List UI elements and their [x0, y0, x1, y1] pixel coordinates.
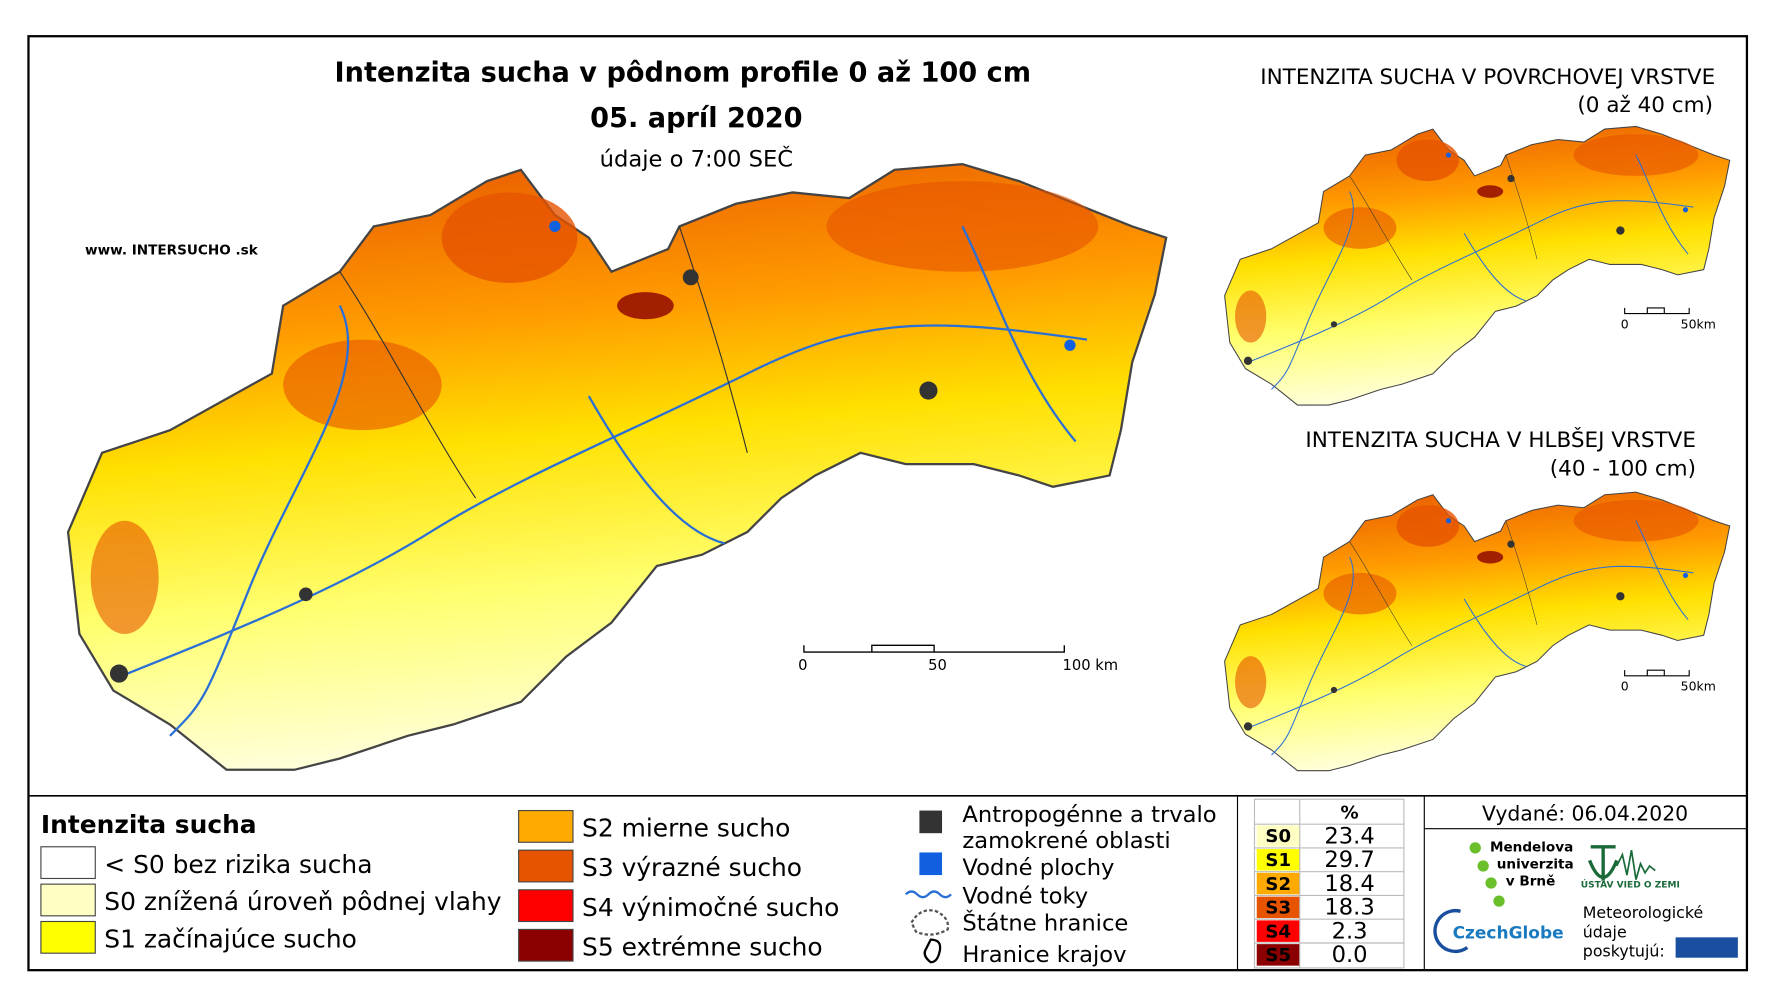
inset-title: INTENZITA SUCHA V POVRCHOVEJ VRSTVE — [1260, 65, 1715, 90]
region-icon — [923, 938, 942, 964]
legend-swatch — [40, 920, 96, 954]
class-percent: 23.4 — [1324, 823, 1374, 849]
mendel-logo: Mendelova univerzita v Brně — [1490, 839, 1574, 889]
legend-label: S5 extrémne sucho — [582, 932, 823, 961]
class-percent: 18.3 — [1324, 895, 1374, 921]
meteo-text: Meteorologické údaje poskytujú: — [1583, 903, 1703, 960]
stats-table: % S0 23.4 S1 29.7 S2 18.4 S3 18.3 S4 2.3 S5 0.0 — [1253, 798, 1405, 969]
scale-label: 50 — [928, 657, 947, 674]
legend-label: S3 výrazné sucho — [582, 853, 802, 882]
class-swatch — [1256, 825, 1300, 847]
scale-line — [1624, 307, 1690, 315]
logo-dot — [1493, 895, 1505, 907]
water-icon — [919, 852, 943, 876]
issued-date: Vydané: 06.04.2020 — [1482, 802, 1688, 826]
legend-swatch — [40, 883, 96, 917]
czechglobe-logo: CzechGlobe — [1453, 923, 1564, 943]
scale-label: 0 — [1621, 679, 1629, 694]
legend-label: S2 mierne sucho — [582, 814, 790, 843]
scale-label: 0 — [798, 657, 807, 674]
map-note: údaje o 7:00 SEČ — [600, 144, 793, 172]
stats-header: % — [1340, 802, 1358, 823]
scale-line — [803, 644, 1065, 653]
class-swatch — [1256, 896, 1300, 919]
scale-line — [1624, 669, 1690, 677]
layer-label-cont: zamokrené oblasti — [962, 828, 1170, 854]
class-swatch — [1256, 849, 1300, 871]
scale-label: 100 km — [1063, 657, 1119, 674]
website: www. INTERSUCHO .sk — [85, 243, 259, 259]
layer-label: Štátne hranice — [962, 909, 1128, 937]
layers-legend: Antropogénne a trvalo zamokrené oblasti … — [905, 802, 1217, 968]
class-label: S0 — [1265, 826, 1291, 847]
class-percent: 29.7 — [1324, 847, 1374, 873]
logo-dot — [1477, 860, 1489, 872]
legend-swatch — [518, 809, 574, 843]
legend-swatch — [40, 846, 96, 880]
inset-subtitle: (40 - 100 cm) — [1550, 456, 1696, 481]
legend-label: < S0 bez rizika sucha — [104, 850, 372, 879]
legend-label: S1 začínajúce sucho — [104, 925, 357, 954]
class-percent: 18.4 — [1324, 871, 1374, 897]
logo-dot — [1485, 877, 1497, 889]
inset-subtitle: (0 až 40 cm) — [1577, 93, 1713, 118]
czechglobe-arc — [1433, 908, 1469, 954]
legend: < S0 bez rizika sucha S0 znížená úroveň p… — [40, 809, 839, 962]
logo-dot — [1469, 842, 1481, 854]
legend-title: Intenzita sucha — [41, 810, 257, 839]
class-label: S1 — [1265, 850, 1291, 871]
class-percent: 2.3 — [1332, 918, 1368, 944]
layer-label: Hranice krajov — [962, 942, 1126, 968]
class-swatch — [1256, 944, 1300, 966]
legend-swatch — [518, 889, 574, 923]
layer-label: Vodné toky — [962, 883, 1088, 909]
map-date: 05. apríl 2020 — [590, 103, 802, 134]
scale-label: 0 — [1621, 316, 1629, 331]
stats-border — [1253, 798, 1405, 969]
legend-swatch — [518, 928, 574, 962]
layer-label: Antropogénne a trvalo — [962, 802, 1216, 828]
inset-title: INTENZITA SUCHA V HLBŠEJ VRSTVE — [1305, 427, 1696, 453]
legend-label: S4 výnimočné sucho — [582, 893, 839, 922]
shmu-logo — [1675, 937, 1738, 958]
class-label: S4 — [1265, 921, 1291, 942]
legend-label: S0 znížená úroveň pôdnej vlahy — [104, 887, 501, 916]
river-icon — [905, 890, 952, 899]
main-scale-bar: 0 50 100 km — [798, 644, 1119, 674]
class-swatch — [1256, 920, 1300, 942]
scale-label: 50km — [1681, 679, 1716, 694]
layer-label: Vodné plochy — [962, 855, 1114, 881]
anthropogenic-icon — [919, 810, 943, 834]
map-title: Intenzita sucha v pôdnom profile 0 až 10… — [335, 58, 1031, 89]
class-label: S5 — [1265, 945, 1291, 966]
scale-label: 50km — [1681, 316, 1716, 331]
class-swatch — [1256, 872, 1300, 895]
logos: Mendelova univerzita v Brně ÚSTAV VIED O Z… — [1433, 839, 1738, 961]
ustav-emblem — [1587, 845, 1619, 881]
ustav-logo: ÚSTAV VIED O ZEMI — [1581, 879, 1680, 891]
class-percent: 0.0 — [1332, 942, 1368, 968]
legend-swatch — [518, 849, 574, 883]
class-label: S3 — [1265, 898, 1291, 919]
ustav-wave — [1615, 850, 1656, 880]
class-label: S2 — [1265, 874, 1291, 895]
